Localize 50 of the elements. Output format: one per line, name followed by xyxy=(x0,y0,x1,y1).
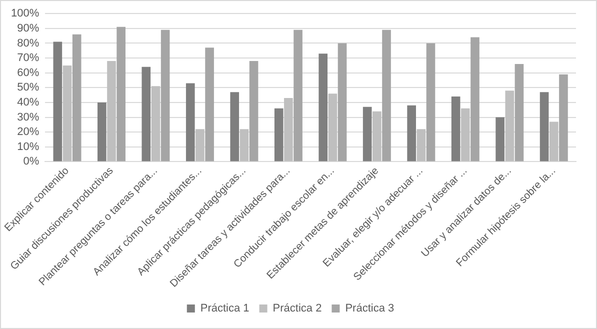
bar xyxy=(514,64,524,162)
bar xyxy=(151,86,160,162)
bar xyxy=(294,30,302,162)
bar xyxy=(382,30,391,162)
bar xyxy=(53,42,62,162)
y-tick-label: 0% xyxy=(23,156,40,168)
bar xyxy=(416,129,426,162)
bar xyxy=(338,43,347,162)
y-tick-label: 40% xyxy=(17,96,40,108)
bar xyxy=(451,96,460,162)
y-tick-label: 30% xyxy=(17,111,40,124)
bar xyxy=(505,90,514,162)
bar xyxy=(496,117,504,162)
bar xyxy=(249,60,258,162)
y-tick-label: 80% xyxy=(17,37,40,50)
y-tick-label: 90% xyxy=(17,22,40,34)
y-tick-label: 60% xyxy=(17,66,40,79)
bar xyxy=(318,54,328,162)
bar xyxy=(98,102,106,162)
y-tick-label: 70% xyxy=(17,52,40,64)
bar xyxy=(426,43,436,162)
bar xyxy=(559,74,568,162)
bar xyxy=(116,26,126,162)
bar xyxy=(72,34,82,162)
bar xyxy=(160,30,170,162)
bar xyxy=(372,111,382,162)
bar xyxy=(142,66,151,162)
legend-label: Práctica 1 xyxy=(200,302,250,315)
bar xyxy=(205,48,214,162)
y-tick-label: 10% xyxy=(17,140,40,153)
legend-label: Práctica 2 xyxy=(272,302,322,315)
bar xyxy=(230,92,240,162)
bar xyxy=(186,83,195,162)
bar xyxy=(274,108,284,162)
bar xyxy=(540,92,549,162)
bar xyxy=(407,105,416,162)
legend-label: Práctica 3 xyxy=(345,302,394,315)
bar xyxy=(62,65,72,162)
bar xyxy=(284,98,293,162)
y-tick-label: 20% xyxy=(17,126,40,138)
bar xyxy=(240,129,249,162)
y-tick-label: 100% xyxy=(10,8,40,20)
bar xyxy=(328,94,338,162)
bar xyxy=(460,108,470,162)
y-tick-label: 50% xyxy=(17,82,40,94)
bar xyxy=(470,37,480,162)
bar xyxy=(362,106,372,162)
bar xyxy=(549,122,558,162)
bar xyxy=(107,60,116,162)
bar xyxy=(196,129,204,162)
